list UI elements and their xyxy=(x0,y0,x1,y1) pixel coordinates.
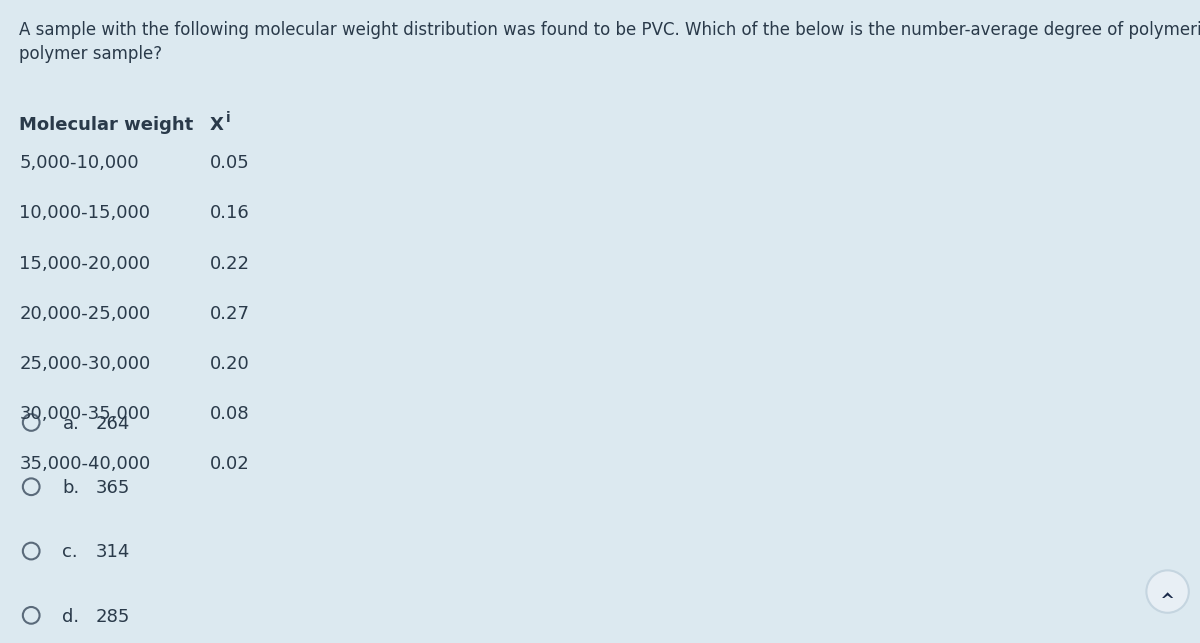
Text: 264: 264 xyxy=(96,415,131,433)
Text: 0.27: 0.27 xyxy=(210,305,250,323)
Text: ‸: ‸ xyxy=(1160,578,1175,599)
Text: A sample with the following molecular weight distribution was found to be PVC. W: A sample with the following molecular we… xyxy=(19,21,1200,39)
Text: d.: d. xyxy=(62,608,79,626)
Text: X: X xyxy=(210,116,224,134)
Text: 314: 314 xyxy=(96,543,131,561)
Text: 0.08: 0.08 xyxy=(210,405,250,423)
Text: 20,000-25,000: 20,000-25,000 xyxy=(19,305,150,323)
Text: polymer sample?: polymer sample? xyxy=(19,45,162,63)
Text: 0.22: 0.22 xyxy=(210,255,250,273)
Text: a.: a. xyxy=(62,415,79,433)
Text: i: i xyxy=(226,111,230,125)
Text: 10,000-15,000: 10,000-15,000 xyxy=(19,204,150,222)
Text: Molecular weight: Molecular weight xyxy=(19,116,193,134)
Ellipse shape xyxy=(1146,570,1189,613)
Text: 0.05: 0.05 xyxy=(210,154,250,172)
Text: 15,000-20,000: 15,000-20,000 xyxy=(19,255,150,273)
Text: 30,000-35,000: 30,000-35,000 xyxy=(19,405,150,423)
Text: 0.02: 0.02 xyxy=(210,455,250,473)
Text: c.: c. xyxy=(62,543,78,561)
Text: b.: b. xyxy=(62,479,79,497)
Text: 0.20: 0.20 xyxy=(210,355,250,373)
Text: 0.16: 0.16 xyxy=(210,204,250,222)
Text: 365: 365 xyxy=(96,479,131,497)
Text: 25,000-30,000: 25,000-30,000 xyxy=(19,355,150,373)
Text: 35,000-40,000: 35,000-40,000 xyxy=(19,455,150,473)
Text: 285: 285 xyxy=(96,608,131,626)
Text: 5,000-10,000: 5,000-10,000 xyxy=(19,154,139,172)
